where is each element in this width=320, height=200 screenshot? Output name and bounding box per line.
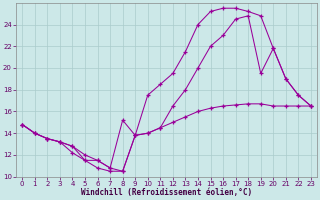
X-axis label: Windchill (Refroidissement éolien,°C): Windchill (Refroidissement éolien,°C) — [81, 188, 252, 197]
